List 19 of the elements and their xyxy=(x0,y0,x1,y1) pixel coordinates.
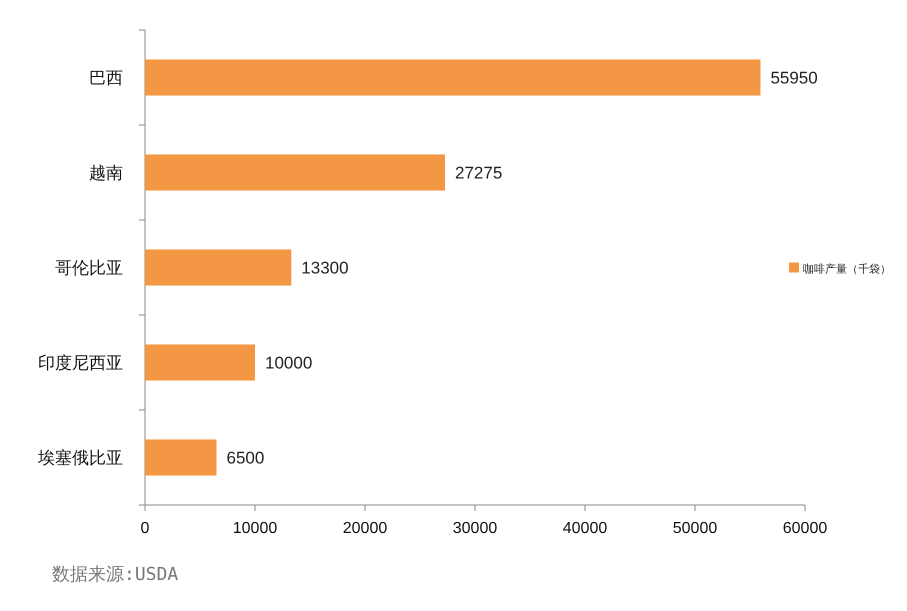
x-tick-label: 0 xyxy=(140,520,150,537)
data-label: 13300 xyxy=(301,258,349,278)
x-tick-label: 40000 xyxy=(562,520,608,537)
data-label: 27275 xyxy=(455,164,502,182)
y-tick-label: 埃塞俄比亚 xyxy=(37,448,123,468)
data-label: 6500 xyxy=(226,448,264,468)
y-tick-label: 印度尼西亚 xyxy=(38,354,123,372)
x-tick-label: 10000 xyxy=(232,520,278,537)
x-tick-label: 20000 xyxy=(342,520,388,537)
data-label: 55950 xyxy=(770,68,818,88)
source-note: 数据来源:USDA xyxy=(52,564,178,585)
data-label: 10000 xyxy=(265,354,312,372)
y-tick-label: 巴西 xyxy=(89,68,123,88)
y-tick-label: 越南 xyxy=(89,164,123,182)
x-tick-label: 60000 xyxy=(782,520,828,537)
legend-label: 咖啡产量（千袋） xyxy=(803,262,891,276)
x-tick-label: 50000 xyxy=(672,520,718,537)
y-tick-label: 哥伦比亚 xyxy=(55,258,123,278)
x-tick-label: 30000 xyxy=(452,520,498,537)
